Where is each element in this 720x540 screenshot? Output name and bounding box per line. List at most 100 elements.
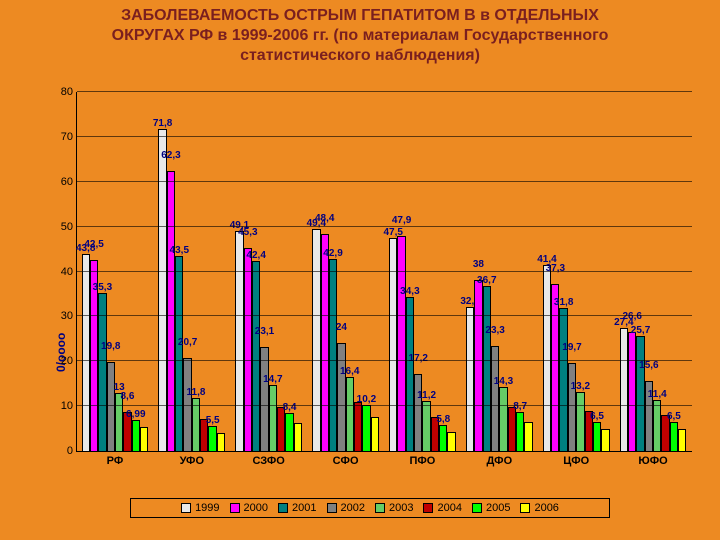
gridline xyxy=(77,181,692,182)
bars: 71,862,343,520,711,85,5 xyxy=(158,92,225,451)
bar: 49,1 xyxy=(235,231,243,451)
bars: 32,23836,723,314,38,7 xyxy=(466,92,533,451)
bar: 27,4 xyxy=(620,328,628,451)
bar: 45,3 xyxy=(244,248,252,451)
y-tick-label: 30 xyxy=(43,310,73,322)
bar-value-label: 62,3 xyxy=(161,150,180,161)
bar-value-label: 11,2 xyxy=(417,390,436,401)
bar xyxy=(217,433,225,451)
bar-value-label: 43,5 xyxy=(170,245,189,256)
bar xyxy=(508,407,516,451)
legend-item: 2002 xyxy=(327,502,365,514)
bar: 62,3 xyxy=(167,171,175,451)
bar xyxy=(371,417,379,451)
bar-value-label: 15,6 xyxy=(639,360,658,371)
bars: 27,426,625,715,611,46,5 xyxy=(620,92,687,451)
bar-value-label: 42,4 xyxy=(246,250,265,261)
bar xyxy=(354,402,362,451)
bar-value-label: 19,7 xyxy=(562,342,581,353)
bar-value-label: 36,7 xyxy=(477,275,496,286)
legend-swatch xyxy=(472,503,482,513)
bars: 41,437,331,819,713,26,5 xyxy=(543,92,610,451)
y-tick-label: 50 xyxy=(43,221,73,233)
bar-group: 41,437,331,819,713,26,5ЦФО xyxy=(538,92,615,451)
x-tick-label: ПФО xyxy=(385,455,461,467)
gridline xyxy=(77,360,692,361)
bar-value-label: 14,3 xyxy=(494,376,513,387)
bar: 42,4 xyxy=(252,261,260,451)
bar-value-label: 6,5 xyxy=(590,411,604,422)
bar: 5,5 xyxy=(208,426,216,451)
gridline xyxy=(77,136,692,137)
bar-group: 49,448,442,92416,410,2СФО xyxy=(308,92,385,451)
bar-value-label: 31,8 xyxy=(554,297,573,308)
bar: 43,8 xyxy=(82,254,90,451)
bar xyxy=(140,427,148,451)
bar-group: 71,862,343,520,711,85,5УФО xyxy=(154,92,231,451)
x-tick-label: ЮФО xyxy=(615,455,691,467)
bar-value-label: 8,7 xyxy=(513,401,527,412)
legend-item: 2000 xyxy=(230,502,268,514)
bar: 17,2 xyxy=(414,374,422,451)
bar-value-label: 6,5 xyxy=(667,411,681,422)
gridline xyxy=(77,271,692,272)
bar: 23,3 xyxy=(491,346,499,451)
bar: 5,8 xyxy=(439,425,447,451)
bar-value-label: 35,3 xyxy=(93,282,112,293)
bar-value-label: 42,5 xyxy=(84,239,103,250)
bar-group: 27,426,625,715,611,46,5ЮФО xyxy=(615,92,692,451)
legend-label: 2006 xyxy=(534,502,558,514)
bar-value-label: 17,2 xyxy=(409,353,428,364)
bar-value-label: 37,3 xyxy=(546,263,565,274)
legend-item: 2003 xyxy=(375,502,413,514)
bar-group: 32,23836,723,314,38,7ДФО xyxy=(461,92,538,451)
bar: 38 xyxy=(474,280,482,451)
x-tick-label: СЗФО xyxy=(231,455,307,467)
bar-value-label: 16,4 xyxy=(340,366,359,377)
bar: 48,4 xyxy=(321,234,329,451)
x-tick-label: РФ xyxy=(77,455,153,467)
bar: 11,4 xyxy=(653,400,661,451)
bar-value-label: 45,3 xyxy=(238,227,257,238)
legend-swatch xyxy=(278,503,288,513)
x-tick-label: ЦФО xyxy=(538,455,614,467)
bar xyxy=(601,429,609,451)
bar xyxy=(294,423,302,451)
title-line-2: ОКРУГАХ РФ в 1999-2006 гг. (по материала… xyxy=(30,26,690,46)
bar: 26,6 xyxy=(628,332,636,451)
bars: 49,145,342,423,114,78,4 xyxy=(235,92,302,451)
legend-label: 2002 xyxy=(341,502,365,514)
x-tick-label: СФО xyxy=(308,455,384,467)
bar: 19,8 xyxy=(107,362,115,451)
bar: 14,3 xyxy=(499,387,507,451)
gridline xyxy=(77,226,692,227)
page: ЗАБОЛЕВАЕМОСТЬ ОСТРЫМ ГЕПАТИТОМ В в ОТДЕ… xyxy=(0,0,720,540)
bar: 47,9 xyxy=(397,236,405,451)
bar-value-label: 5,8 xyxy=(436,414,450,425)
bar: 49,4 xyxy=(312,229,320,451)
x-tick-label: ДФО xyxy=(461,455,537,467)
title-line-1: ЗАБОЛЕВАЕМОСТЬ ОСТРЫМ ГЕПАТИТОМ В в ОТДЕ… xyxy=(30,6,690,26)
bar: 11,2 xyxy=(422,401,430,451)
bar-groups: 43,842,535,319,8138,66,99РФ71,862,343,52… xyxy=(77,92,692,451)
bar: 42,9 xyxy=(329,259,337,452)
bar: 10,2 xyxy=(362,405,370,451)
bar-value-label: 13,2 xyxy=(571,381,590,392)
bar-value-label: 42,9 xyxy=(323,248,342,259)
bar: 25,7 xyxy=(636,336,644,451)
bar-group: 47,547,934,317,211,25,8ПФО xyxy=(385,92,462,451)
bar-group: 49,145,342,423,114,78,4СЗФО xyxy=(231,92,308,451)
legend-label: 2000 xyxy=(244,502,268,514)
bars: 43,842,535,319,8138,66,99 xyxy=(82,92,149,451)
bar-value-label: 11,4 xyxy=(648,389,667,400)
bar: 8,7 xyxy=(516,412,524,451)
bar-value-label: 8,4 xyxy=(283,402,297,413)
legend: 19992000200120022003200420052006 xyxy=(130,498,610,518)
bar xyxy=(678,429,686,451)
bar: 16,4 xyxy=(346,377,354,451)
bar: 37,3 xyxy=(551,284,559,451)
legend-swatch xyxy=(181,503,191,513)
bar: 6,99 xyxy=(132,420,140,451)
bar: 41,4 xyxy=(543,265,551,451)
bar: 6,5 xyxy=(593,422,601,451)
